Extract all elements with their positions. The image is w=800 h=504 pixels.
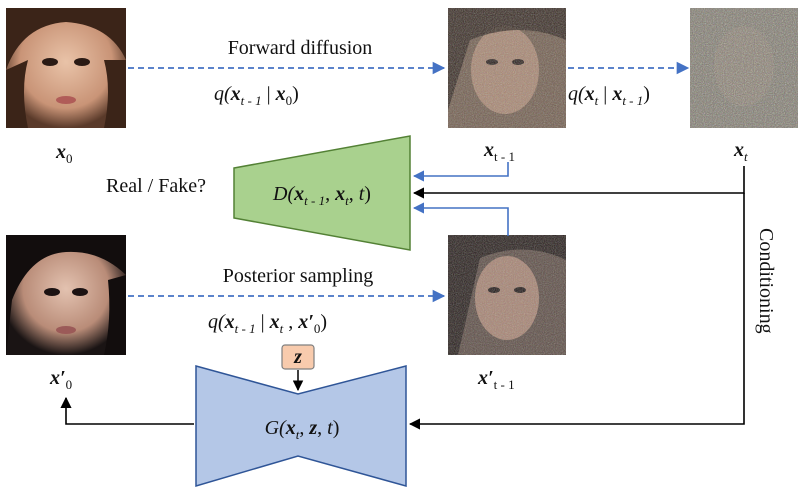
discriminator-block (233, 135, 411, 251)
arrow-x-t-minus-1-to-d (412, 162, 509, 182)
discriminator-label: D(xt - 1, xt, t) (272, 183, 371, 208)
conditioning-arrow (408, 193, 745, 430)
conditioning-label: Conditioning (755, 228, 777, 334)
forward-equation: q(xt - 1 | x0) (214, 83, 299, 108)
caption-x-t-minus-1-prime: x′t - 1 (477, 367, 515, 392)
step-equation: q(xt | xt - 1) (568, 83, 650, 108)
caption-x0-prime: x′0 (49, 367, 72, 392)
forward-diffusion-label: Forward diffusion (228, 37, 373, 59)
generator-output-arrow (60, 396, 194, 425)
arrow-x-t-to-d (412, 166, 745, 199)
posterior-equation: q(xt - 1 | xt , x′0) (208, 311, 327, 336)
image-x0 (6, 8, 126, 128)
image-x0-prime (6, 235, 126, 355)
caption-x0: x0 (55, 141, 73, 166)
posterior-sampling-label: Posterior sampling (223, 265, 374, 287)
z-label: z (293, 346, 302, 368)
caption-x-t: xt (733, 139, 748, 164)
image-x-t (690, 8, 798, 128)
caption-x-t-minus-1: xt - 1 (483, 139, 515, 164)
real-fake-label: Real / Fake? (106, 175, 206, 197)
generator-block (195, 365, 407, 488)
image-x-t-minus-1 (448, 8, 566, 128)
image-x-t-minus-1-prime (448, 235, 566, 355)
generator-label: G(xt, z, t) (265, 417, 340, 442)
z-noise-box (281, 344, 315, 370)
arrow-x-t-minus-1-prime-to-d (412, 202, 509, 236)
